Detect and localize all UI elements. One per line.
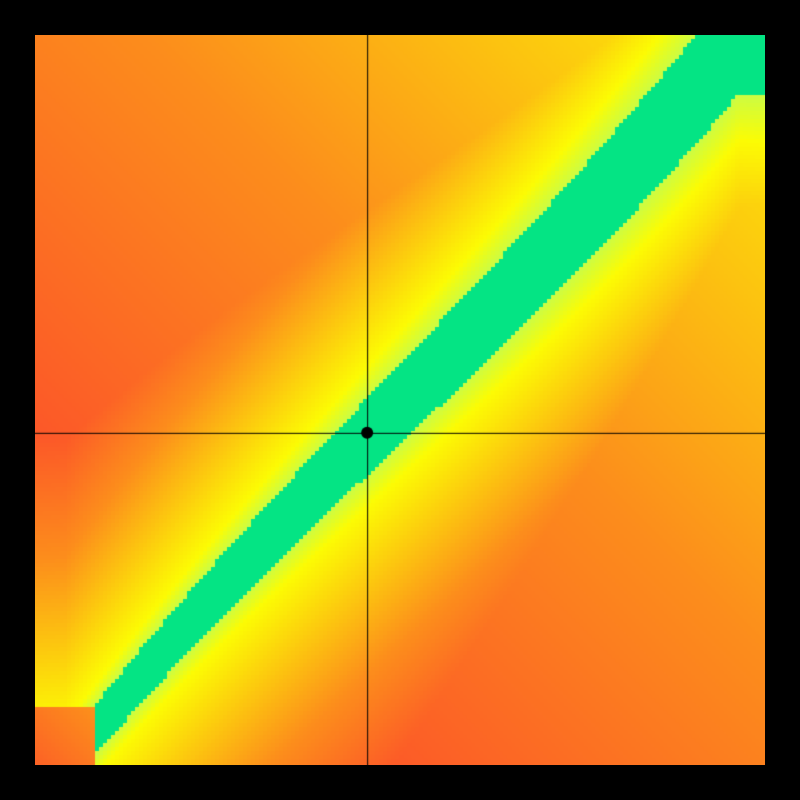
heatmap-plot: [35, 35, 765, 765]
chart-frame: TheBottleneck.com: [0, 0, 800, 800]
watermark-text: TheBottleneck.com: [544, 8, 765, 36]
heatmap-canvas: [35, 35, 765, 765]
